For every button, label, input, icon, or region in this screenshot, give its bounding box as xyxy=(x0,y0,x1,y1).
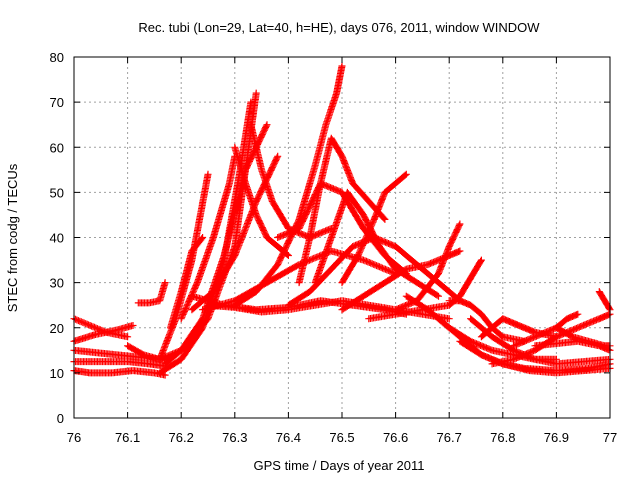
track-markers xyxy=(456,337,614,377)
y-tick-label: 30 xyxy=(50,276,64,291)
track-markers xyxy=(284,234,464,309)
track-markers xyxy=(595,288,614,314)
satellite-track-24 xyxy=(284,234,464,309)
track-markers xyxy=(510,310,582,350)
track-markers xyxy=(295,134,389,287)
x-tick-label: 76.7 xyxy=(437,430,462,445)
y-tick-label: 40 xyxy=(50,231,64,246)
satellite-track-19 xyxy=(231,62,346,309)
track-markers xyxy=(167,234,207,332)
track-markers xyxy=(231,62,346,309)
satellite-track-11 xyxy=(167,234,207,332)
x-tick-label: 76.5 xyxy=(329,430,354,445)
satellite-track-20 xyxy=(295,134,389,287)
y-axis-label: STEC from codg / TECUs xyxy=(5,163,20,312)
satellite-track-27 xyxy=(392,220,464,314)
track-markers xyxy=(445,297,528,345)
tick-labels: 76 76.1 76.2 76.3 76.4 76.5 76.6 76.7 76.8 76.9 77… xyxy=(50,50,618,445)
x-tick-label: 76.6 xyxy=(383,430,408,445)
y-tick-label: 60 xyxy=(50,140,64,155)
y-tick-label: 50 xyxy=(50,185,64,200)
data-points xyxy=(70,62,614,379)
y-tick-label: 10 xyxy=(50,366,64,381)
satellite-track-35 xyxy=(510,310,582,350)
grid xyxy=(74,57,610,418)
satellite-track-31 xyxy=(456,337,614,377)
track-markers xyxy=(552,324,614,350)
chart-title: Rec. tubi (Lon=29, Lat=40, h=HE), days 0… xyxy=(138,20,540,35)
satellite-track-37 xyxy=(552,324,614,350)
y-tick-label: 0 xyxy=(57,411,64,426)
satellite-track-12 xyxy=(177,152,239,323)
track-markers xyxy=(177,152,239,323)
x-tick-label: 77 xyxy=(603,430,617,445)
y-tick-label: 80 xyxy=(50,50,64,65)
satellite-track-15 xyxy=(247,121,335,241)
satellite-track-38 xyxy=(595,288,614,314)
x-tick-label: 76.2 xyxy=(169,430,194,445)
x-tick-label: 76.3 xyxy=(222,430,247,445)
track-markers xyxy=(392,220,464,314)
x-tick-label: 76.1 xyxy=(115,430,140,445)
y-tick-label: 70 xyxy=(50,95,64,110)
axis-ticks xyxy=(73,56,611,419)
y-tick-label: 20 xyxy=(50,321,64,336)
track-markers xyxy=(247,121,335,241)
satellite-track-8 xyxy=(134,279,169,307)
x-axis-label: GPS time / Days of year 2011 xyxy=(254,458,425,473)
satellite-track-14 xyxy=(231,143,292,259)
x-tick-label: 76.9 xyxy=(544,430,569,445)
satellite-track-28 xyxy=(445,297,528,345)
x-tick-label: 76 xyxy=(67,430,81,445)
track-markers xyxy=(134,279,169,307)
x-tick-label: 76.8 xyxy=(490,430,515,445)
track-markers xyxy=(231,143,292,259)
x-tick-label: 76.4 xyxy=(276,430,301,445)
